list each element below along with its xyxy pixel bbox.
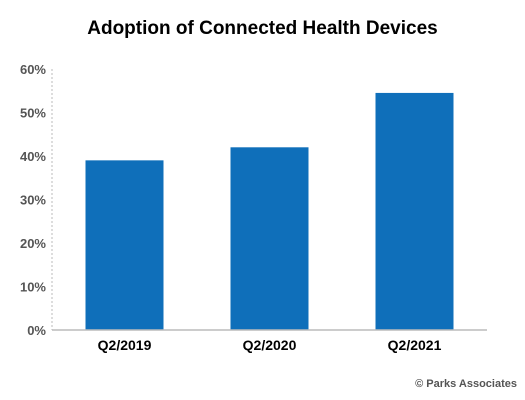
y-axis-ticks: 0% 10% 20% 30% 40% 50% 60%: [20, 62, 46, 338]
bar: [230, 147, 309, 330]
y-tick-label: 20%: [20, 236, 46, 251]
bars-group: [85, 92, 454, 330]
source-credit: © Parks Associates: [415, 378, 517, 390]
y-tick-label: 0%: [27, 323, 46, 338]
x-tick-label: Q2/2021: [388, 337, 442, 353]
y-tick-label: 10%: [20, 280, 46, 295]
y-tick-label: 30%: [20, 193, 46, 208]
bar: [375, 92, 454, 330]
chart-title: Adoption of Connected Health Devices: [87, 18, 438, 39]
x-tick-label: Q2/2019: [98, 337, 152, 353]
bar: [85, 160, 164, 330]
x-axis-labels: Q2/2019 Q2/2020 Q2/2021: [98, 337, 442, 353]
y-tick-label: 60%: [20, 62, 46, 77]
y-tick-label: 50%: [20, 106, 46, 121]
y-tick-label: 40%: [20, 149, 46, 164]
x-tick-label: Q2/2020: [243, 337, 297, 353]
